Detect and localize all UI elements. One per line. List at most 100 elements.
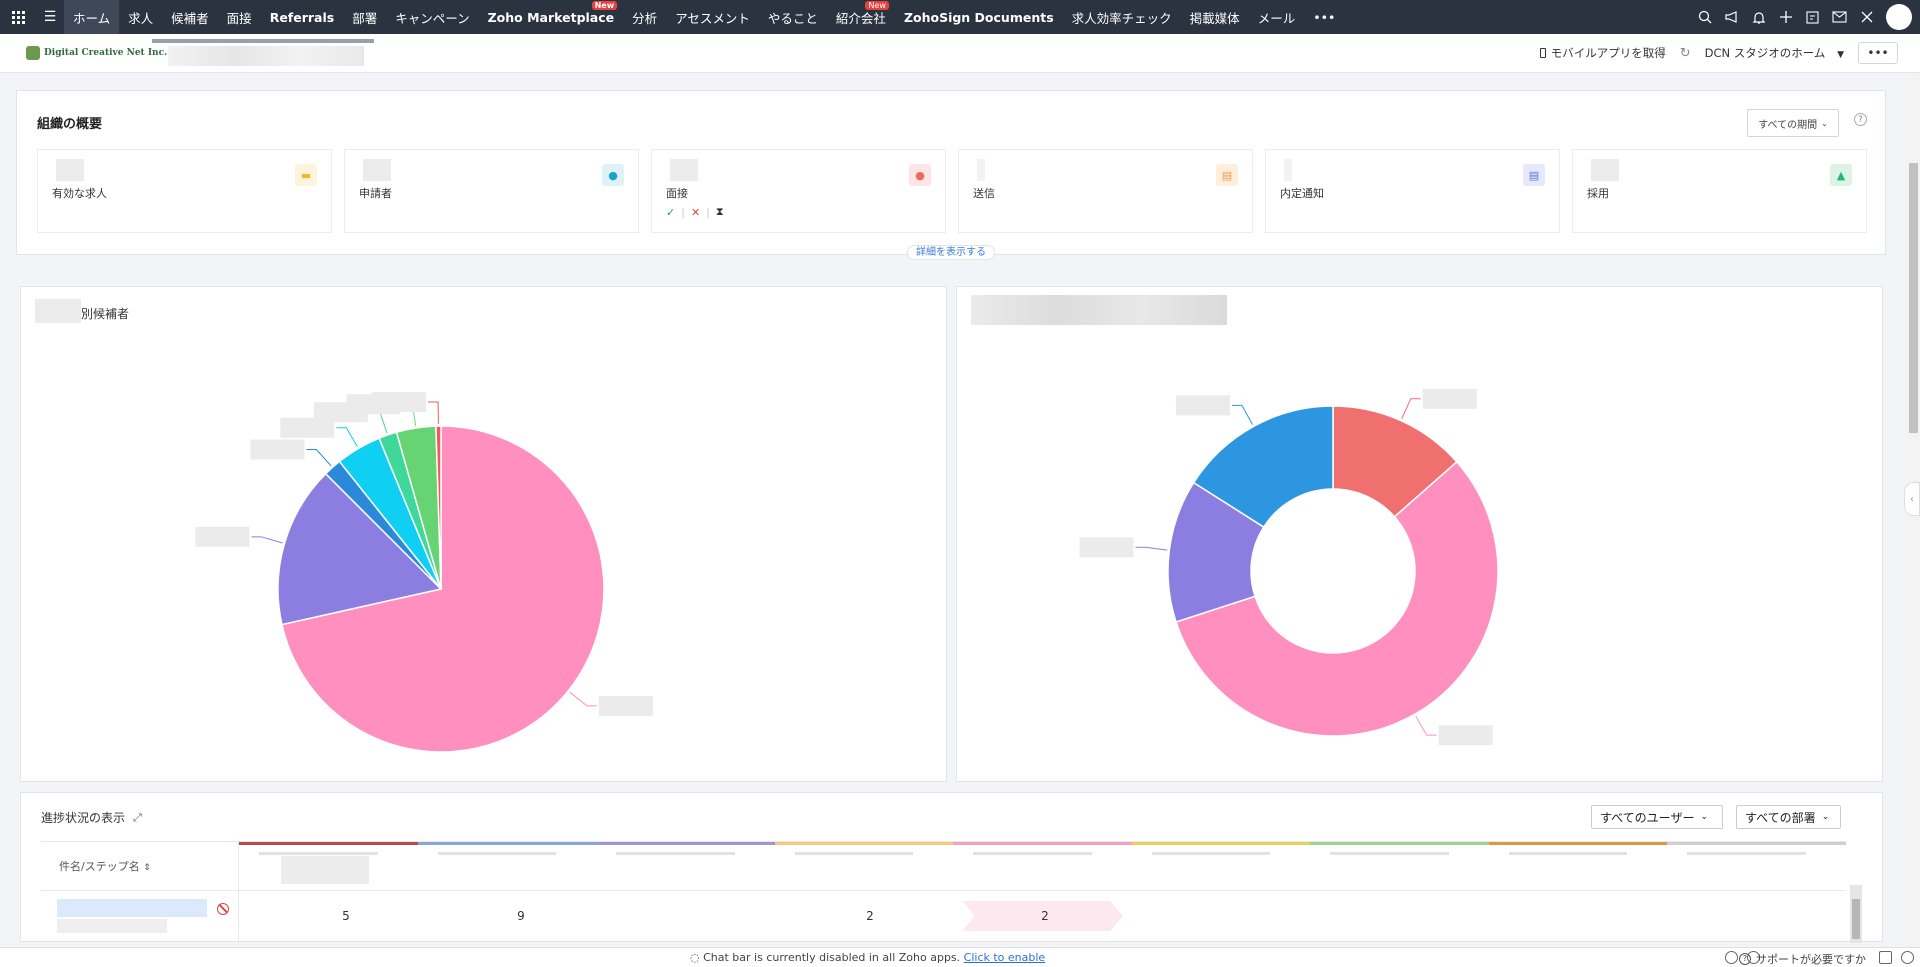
table-row[interactable]: 5 9 2 2 [41, 891, 1846, 941]
calendar-icon[interactable] [1799, 0, 1826, 34]
search-icon[interactable] [1691, 0, 1718, 34]
check-icon[interactable]: ✓ [666, 205, 676, 219]
alarm-icon[interactable] [1725, 951, 1738, 964]
redacted-slice-label [1438, 725, 1493, 746]
stage-count[interactable]: 2 [1041, 909, 1049, 923]
nav-tab[interactable]: 求人効率チェック [1063, 0, 1181, 34]
redacted-stage-name [794, 852, 914, 855]
dept-filter-label: すべての部署 [1745, 810, 1816, 825]
nav-tab[interactable]: アセスメント [666, 0, 759, 34]
tools-icon[interactable] [1853, 0, 1880, 34]
redacted-stage-name [973, 852, 1092, 855]
slice-leader-line [428, 401, 439, 425]
donut-chart-panel [956, 286, 1883, 782]
stage-count[interactable]: 5 [342, 909, 350, 923]
new-badge: New [865, 1, 889, 10]
company-logo[interactable]: Digital Creative Net Inc. [26, 46, 167, 60]
expand-icon[interactable]: ⤢ [133, 810, 142, 824]
interview-status-row: ✓ | ✕ | ⧗ [666, 205, 724, 219]
nav-tab[interactable]: 分析 [623, 0, 666, 34]
pie-slice[interactable] [281, 425, 605, 753]
chat-window-icon[interactable] [1879, 951, 1892, 964]
nav-tab[interactable]: Referrals [261, 0, 344, 34]
progress-title: 進捗状況の表示 ⤢ [41, 809, 142, 826]
stat-card[interactable]: 採用 ▲ [1572, 149, 1867, 233]
slice-leader-line [251, 536, 283, 544]
sort-icon: ⇕ [143, 863, 151, 873]
nav-tab-label: ホーム [73, 10, 111, 26]
more-options-button[interactable]: ••• [1858, 42, 1898, 64]
plus-icon[interactable] [1772, 0, 1799, 34]
hourglass-icon[interactable]: ⧗ [715, 205, 724, 218]
mail-icon[interactable] [1826, 0, 1853, 34]
nav-tab[interactable]: 紹介会社 New [827, 0, 895, 34]
nav-tab[interactable]: やること [759, 0, 827, 34]
pie-slice[interactable] [277, 472, 443, 626]
page-scrollbar-thumb[interactable] [1909, 163, 1918, 433]
nav-tab-label: アセスメント [675, 10, 750, 26]
overview-title: 組織の概要 [37, 117, 103, 132]
nav-tab[interactable]: 候補者 [162, 0, 218, 34]
nav-tab[interactable]: ホーム [64, 0, 120, 34]
cross-icon[interactable]: ✕ [690, 205, 701, 219]
period-dropdown[interactable]: すべての期間 ⌄ [1747, 109, 1839, 137]
enable-chat-link[interactable]: Click to enable [963, 951, 1046, 964]
redacted-slice-label [1079, 537, 1134, 558]
refresh-icon[interactable]: ↻ [1679, 45, 1691, 61]
help-icon[interactable]: ? [1854, 113, 1867, 126]
pie-slice[interactable] [435, 425, 442, 590]
stat-card[interactable]: 送信 ▤ [958, 149, 1253, 233]
nav-tab[interactable]: 求人 [119, 0, 162, 34]
chevron-down-icon: ⌄ [1821, 118, 1828, 128]
users-filter-dropdown[interactable]: すべてのユーザー ⌄ [1591, 805, 1723, 829]
mobile-app-link[interactable]: モバイルアプリを取得 [1539, 45, 1666, 61]
pie-slice[interactable] [1175, 460, 1499, 737]
nav-tab-label: やること [767, 10, 818, 26]
slice-leader-line [1415, 715, 1437, 736]
dept-filter-dropdown[interactable]: すべての部署 ⌄ [1736, 805, 1841, 829]
avatar[interactable] [1886, 4, 1912, 30]
nav-tab-label: 掲載媒体 [1189, 10, 1240, 26]
nav-tab-label: メール [1257, 10, 1296, 26]
hamburger-menu-icon[interactable]: ☰ [43, 9, 57, 25]
stage-count[interactable]: 9 [517, 909, 525, 923]
nav-tab[interactable]: キャンペーン [386, 0, 478, 34]
redacted-slice-label [1422, 388, 1477, 409]
stat-label: 申請者 [359, 187, 392, 200]
nav-utility-icons [1691, 0, 1920, 34]
nav-tab[interactable]: 面接 [218, 0, 261, 34]
app-launcher-icon[interactable] [0, 0, 36, 34]
search-icon[interactable] [1901, 951, 1914, 964]
candidates-pie-panel: 別候補者 [20, 286, 947, 782]
nav-tab[interactable]: 掲載媒体 [1181, 0, 1249, 34]
chat-text: Chat bar is currently disabled in all Zo… [703, 951, 961, 964]
redacted-count [1284, 159, 1292, 181]
stat-card[interactable]: 有効な求人 ▬ [37, 149, 332, 233]
stage-color-bar [1488, 842, 1668, 845]
bell-icon[interactable] [1745, 0, 1772, 34]
stage-color-bar [417, 842, 597, 845]
nav-tab[interactable]: ZohoSign Documents [895, 0, 1063, 34]
megaphone-icon[interactable] [1718, 0, 1745, 34]
name-column-header[interactable]: 件名/ステップ名 ⇕ [59, 858, 151, 874]
nav-more-button[interactable]: ••• [1313, 9, 1336, 25]
stat-card[interactable]: 面接 ● ✓ | ✕ | ⧗ [651, 149, 946, 233]
stat-card[interactable]: 申請者 ● [344, 149, 639, 233]
stat-card[interactable]: 内定通知 ▤ [1265, 149, 1560, 233]
support-link[interactable]: ? サポートが必要ですか [1739, 951, 1866, 967]
redacted-slice-label [280, 417, 335, 438]
table-scrollbar[interactable] [1850, 885, 1862, 943]
nav-tab[interactable]: Zoho Marketplace New [479, 0, 624, 34]
nav-tab-label: Referrals [269, 9, 335, 25]
studio-home-dropdown[interactable]: DCN スタジオのホーム ▼ [1705, 45, 1844, 61]
redacted-stage-name [1687, 852, 1806, 855]
pie-slice[interactable] [1192, 405, 1334, 529]
nav-tab-label: 求人効率チェック [1071, 10, 1172, 26]
stat-label: 内定通知 [1280, 187, 1324, 200]
nav-tabs: ホーム 求人 候補者 面接 Referrals 部署 キャンペーン Zoho Marketpl… [64, 0, 1304, 34]
nav-tab[interactable]: メール [1249, 0, 1305, 34]
stage-count[interactable]: 2 [866, 909, 874, 923]
show-details-link[interactable]: 詳細を表示する [907, 245, 995, 260]
side-panel-toggle[interactable]: ‹ [1904, 482, 1920, 516]
nav-tab[interactable]: 部署 [343, 0, 386, 34]
